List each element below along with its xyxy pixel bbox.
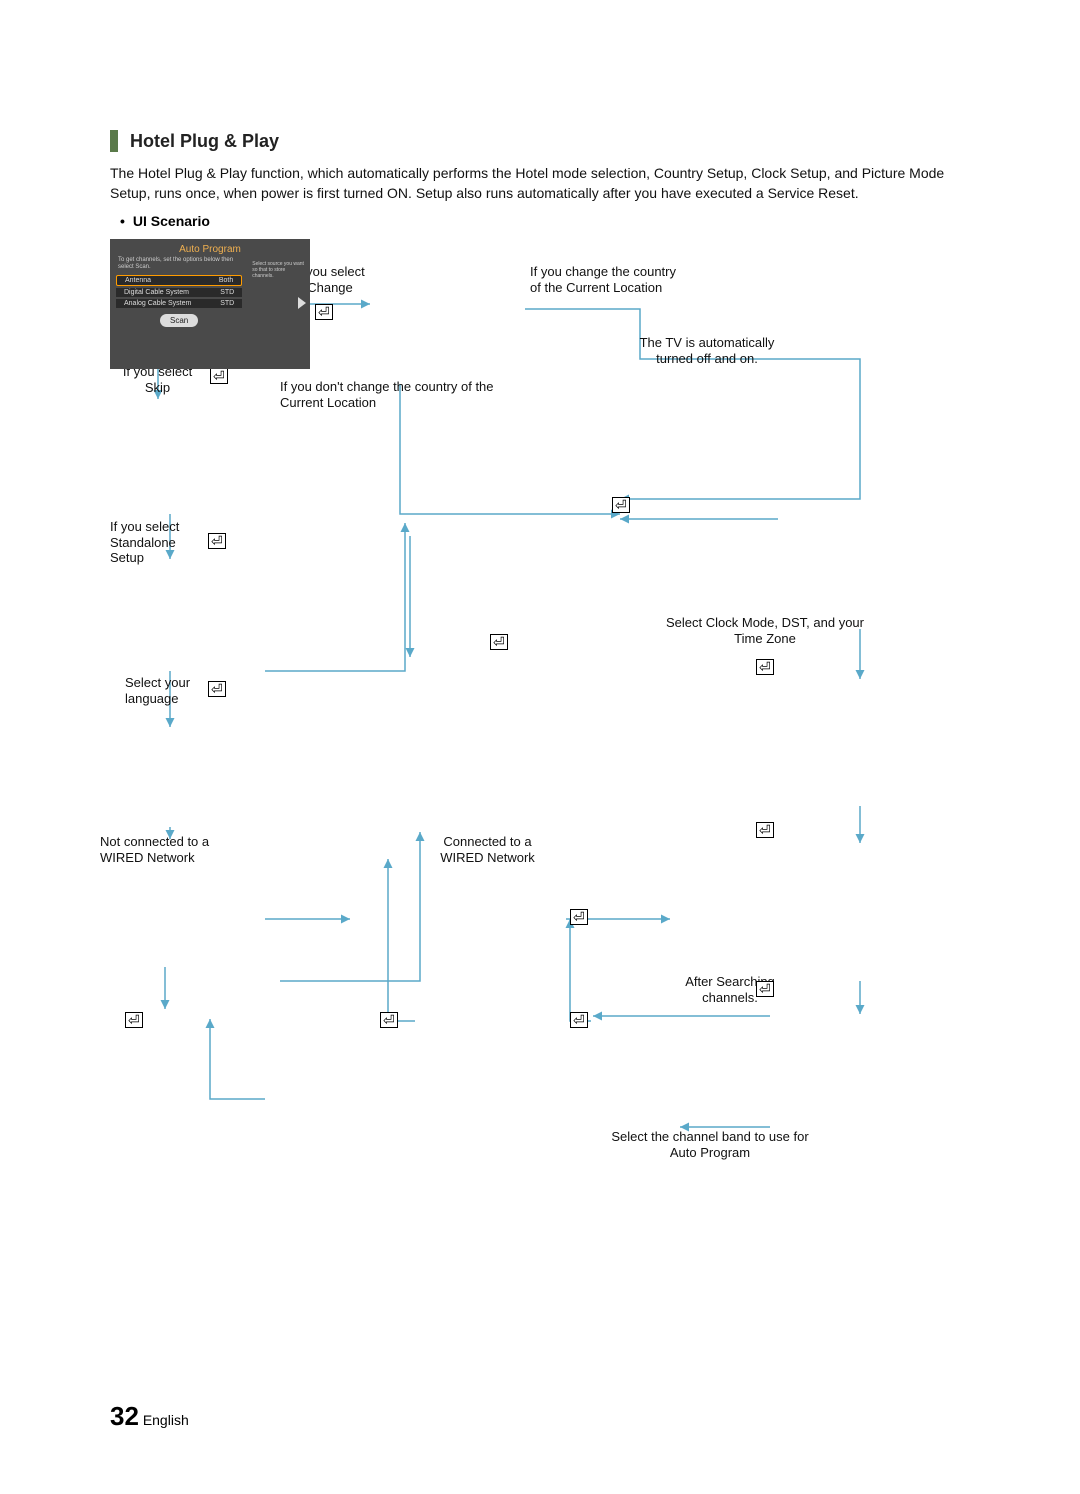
bullet-ui-scenario: • UI Scenario — [120, 213, 980, 229]
enter-icon: ⏎ — [125, 1012, 143, 1028]
flow-connectors — [110, 239, 970, 1289]
label-auto-off-on: The TV is automatically turned off and o… — [622, 335, 792, 366]
enter-icon: ⏎ — [756, 822, 774, 838]
page-number: 32 — [110, 1401, 139, 1431]
panel-auto-program-setup: Auto Program To get channels, set the op… — [110, 239, 310, 359]
label-select-standalone: If you select Standalone Setup — [110, 519, 205, 566]
enter-icon: ⏎ — [612, 497, 630, 513]
label-connected-wired: Connected to a WIRED Network — [410, 834, 565, 865]
scan-button[interactable]: Scan — [160, 314, 198, 327]
panel-title: Auto Program — [110, 239, 310, 257]
label-select-band: Select the channel band to use for Auto … — [590, 1129, 830, 1160]
panel-subtitle: To get channels, set the options below t… — [110, 257, 248, 274]
enter-icon: ⏎ — [490, 634, 508, 650]
bullet-label: UI Scenario — [133, 213, 210, 229]
label-no-change-country: If you don't change the country of the C… — [280, 379, 540, 410]
flow-canvas: Local Set Change Local Set if current is… — [110, 239, 970, 1289]
enter-icon: ⏎ — [756, 659, 774, 675]
bullet-dot: • — [120, 213, 125, 229]
enter-icon: ⏎ — [570, 1012, 588, 1028]
enter-icon: ⏎ — [570, 909, 588, 925]
label-select-language: Select your language — [125, 675, 205, 706]
intro-text: The Hotel Plug & Play function, which au… — [110, 164, 980, 203]
section-title: Hotel Plug & Play — [130, 131, 279, 152]
accent-bar — [110, 130, 118, 152]
page-footer: 32 English — [110, 1401, 189, 1432]
setup-row[interactable]: AntennaBoth — [116, 275, 242, 286]
enter-icon: ⏎ — [208, 681, 226, 697]
page-lang: English — [143, 1412, 189, 1428]
setup-note: Select source you want so that to store … — [248, 257, 310, 327]
setup-row[interactable]: Analog Cable SystemSTD — [116, 299, 242, 308]
enter-icon: ⏎ — [208, 533, 226, 549]
enter-icon: ⏎ — [756, 981, 774, 997]
setup-row[interactable]: Digital Cable SystemSTD — [116, 288, 242, 297]
label-after-search: After Searching channels. — [660, 974, 800, 1005]
label-not-wired: Not connected to a WIRED Network — [100, 834, 255, 865]
label-select-clock: Select Clock Mode, DST, and your Time Zo… — [655, 615, 875, 646]
enter-icon: ⏎ — [315, 304, 333, 320]
section-header: Hotel Plug & Play — [110, 130, 980, 152]
enter-icon: ⏎ — [380, 1012, 398, 1028]
label-change-country: If you change the country of the Current… — [530, 264, 700, 295]
